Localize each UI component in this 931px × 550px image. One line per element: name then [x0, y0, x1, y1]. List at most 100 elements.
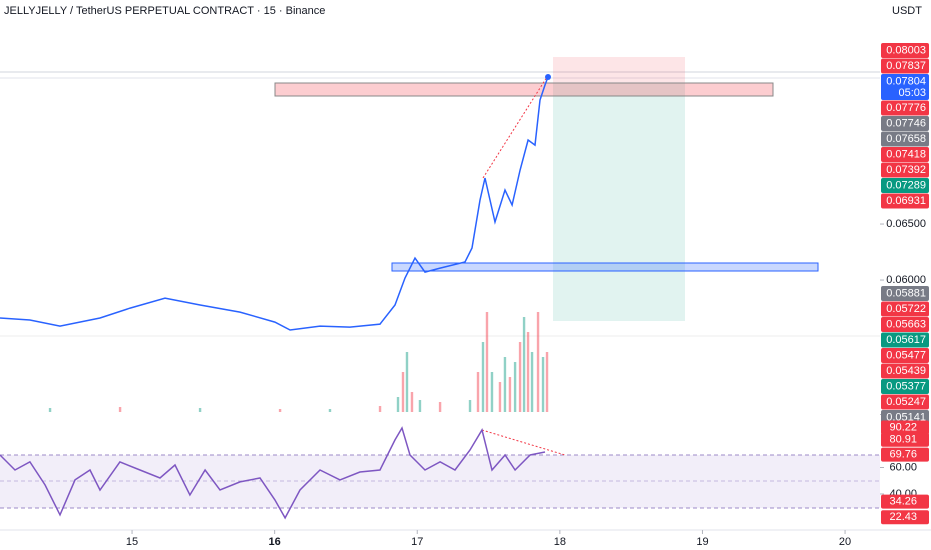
volume-bar — [498, 382, 502, 412]
volume-bar — [410, 392, 414, 412]
y-tick-label: 0.06500 — [886, 218, 926, 230]
tag-label: 0.07746 — [886, 117, 926, 129]
price-tag: 0.05477 — [881, 348, 929, 363]
volume-bar — [405, 352, 409, 412]
tag-label: 80.91 — [889, 434, 917, 446]
volume-bar — [198, 408, 202, 412]
tag-label: 0.05722 — [886, 303, 926, 315]
price-tag: 0.05247 — [881, 394, 929, 410]
tag-box — [881, 286, 929, 301]
volume-bar — [418, 400, 422, 412]
rsi-tick-label: 60.00 — [889, 461, 917, 473]
volume-bar — [518, 342, 522, 412]
volume-bar — [481, 342, 485, 412]
tag-box — [881, 74, 929, 100]
tag-box — [881, 348, 929, 363]
volume-bar — [530, 352, 534, 412]
x-tick-label: 17 — [411, 536, 423, 548]
price-tag: 0.07658 — [881, 131, 929, 147]
tag-box — [881, 332, 929, 348]
tag-label: 0.07392 — [886, 164, 926, 176]
tag-box — [881, 317, 929, 332]
price-tag: 0.07746 — [881, 116, 929, 131]
volume-bar — [378, 406, 382, 412]
price-tag: 0.07776 — [881, 100, 929, 116]
volume-bar — [396, 397, 400, 412]
volume-bar — [328, 409, 332, 412]
y-tick-label: 0.06000 — [886, 274, 926, 286]
rsi-tag: 90.22 — [881, 420, 929, 435]
price-tag: 0.05377 — [881, 379, 929, 394]
volume-bar — [522, 317, 526, 412]
currency: USDT — [892, 5, 922, 17]
tag-box — [881, 100, 929, 116]
rsi-tag: 34.26 — [881, 494, 929, 509]
tag-box — [881, 147, 929, 162]
volume-bar — [485, 312, 489, 412]
tag-box — [881, 162, 929, 178]
price-tag: 0.05663 — [881, 317, 929, 332]
tag-label: 0.07837 — [886, 60, 926, 72]
volume-bar — [536, 312, 540, 412]
x-tick-label: 18 — [554, 536, 566, 548]
volume-bar — [503, 357, 507, 412]
tag-label: 0.05377 — [886, 380, 926, 392]
support-zone — [391, 262, 819, 272]
tag-box — [881, 131, 929, 147]
tag-label: 34.26 — [889, 495, 917, 507]
volume-bar — [476, 372, 480, 412]
price-tag: 0.06931 — [881, 193, 929, 209]
volume-bar — [48, 408, 52, 412]
x-tick-label: 15 — [126, 536, 138, 548]
tag-label: 0.05617 — [886, 334, 926, 346]
resistance-zone — [274, 82, 774, 97]
volume-bar — [468, 400, 472, 412]
tag-label: 0.05247 — [886, 396, 926, 408]
tag-label: 0.07804 — [886, 75, 926, 87]
tag-box — [881, 301, 929, 317]
tag-label: 0.07658 — [886, 133, 926, 145]
volume-bar — [490, 372, 494, 412]
tag-box — [881, 420, 929, 435]
price-line — [0, 76, 549, 331]
price-tag: 0.08003 — [881, 43, 929, 58]
tag-box — [881, 432, 929, 447]
tag-box — [881, 178, 929, 193]
x-tick-label: 19 — [696, 536, 708, 548]
price-tag: 0.05881 — [881, 286, 929, 301]
volume-bar — [401, 372, 405, 412]
target-zone — [553, 83, 685, 321]
tag-sub: 05:03 — [898, 87, 926, 99]
tag-label: 0.05881 — [886, 287, 926, 299]
tag-box — [881, 379, 929, 394]
volume-bar — [118, 407, 122, 412]
tag-label: 0.05141 — [886, 411, 926, 423]
x-tick-label: 20 — [839, 536, 851, 548]
price-tag: 0.07392 — [881, 162, 929, 178]
price-tag: 0.07289 — [881, 178, 929, 193]
volume-bar — [278, 409, 282, 412]
volume-bar — [438, 402, 442, 412]
volume-bar — [513, 362, 517, 412]
tag-label: 0.08003 — [886, 44, 926, 56]
tag-box — [881, 116, 929, 131]
tag-label: 0.05439 — [886, 365, 926, 377]
volume-bar — [541, 357, 545, 412]
tag-label: 69.76 — [889, 448, 917, 460]
tag-box — [881, 494, 929, 509]
tag-label: 0.05477 — [886, 349, 926, 361]
tag-label: 0.07289 — [886, 179, 926, 191]
rsi-band — [0, 455, 880, 508]
rsi-tag: 80.91 — [881, 432, 929, 447]
tag-label: 22.43 — [889, 511, 917, 523]
last-price-dot — [545, 73, 552, 80]
price-tag: 0.07418 — [881, 147, 929, 162]
tag-label: 0.07418 — [886, 148, 926, 160]
rsi-line — [0, 426, 546, 520]
tag-box — [881, 363, 929, 379]
tag-label: 0.07776 — [886, 102, 926, 114]
tag-label: 90.22 — [889, 421, 917, 433]
tag-box — [881, 510, 929, 525]
